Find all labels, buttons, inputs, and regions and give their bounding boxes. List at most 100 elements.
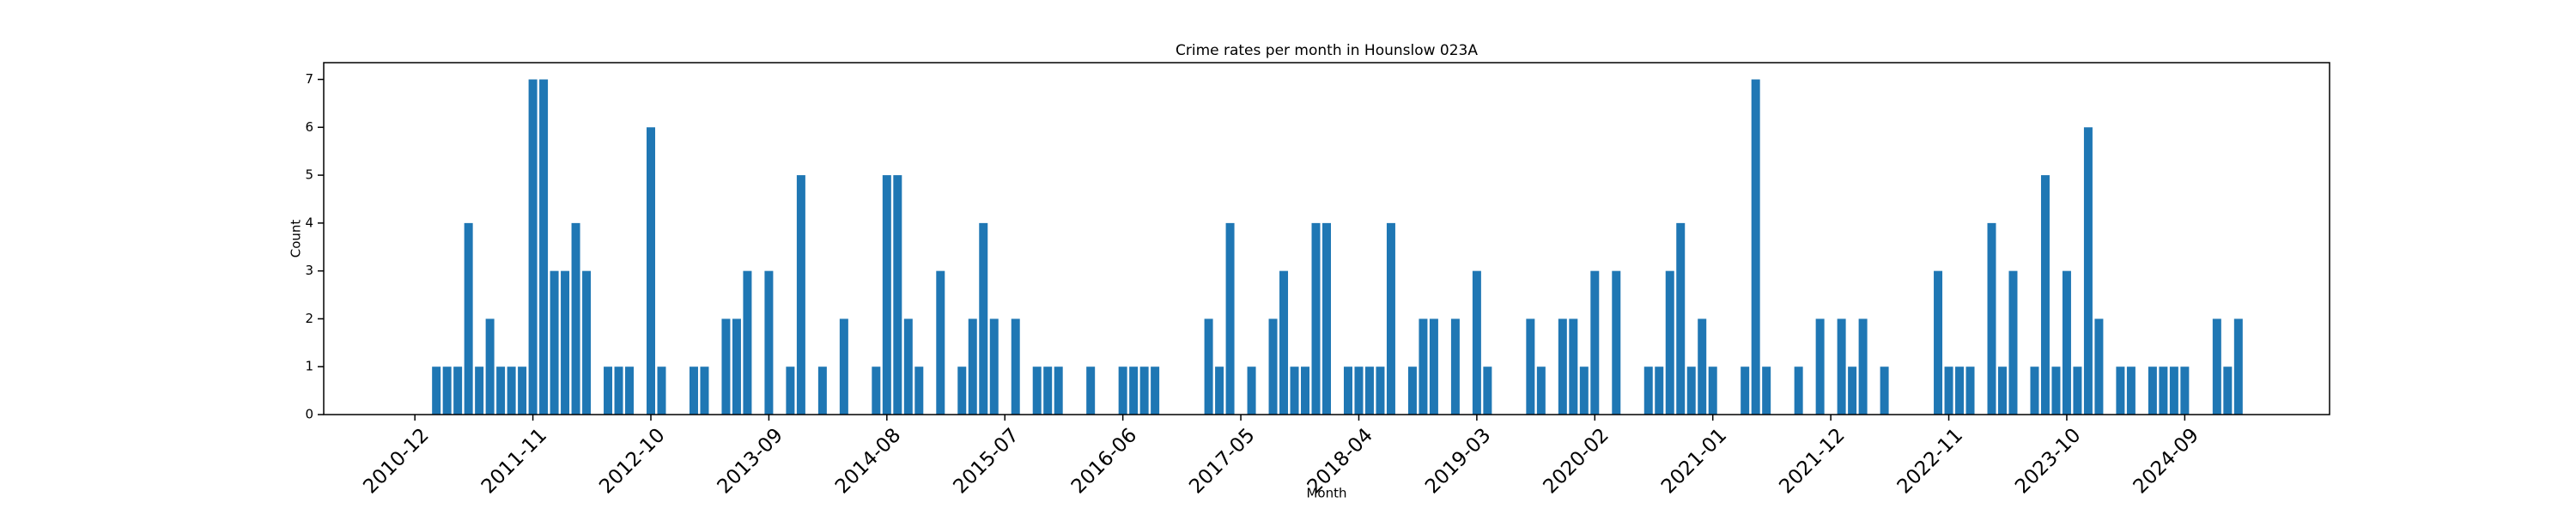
bar: [2148, 367, 2157, 415]
bar: [1376, 367, 1385, 415]
bar: [1301, 367, 1310, 415]
bar: [1536, 367, 1546, 415]
x-tick-label: 2011-11: [477, 424, 551, 498]
bar: [979, 222, 988, 415]
bar: [1643, 367, 1653, 415]
bar: [2233, 318, 2243, 415]
bar: [2062, 270, 2071, 415]
bar: [1558, 318, 1567, 415]
bar: [1086, 367, 1096, 415]
bar: [1934, 270, 1943, 415]
bar: [1386, 222, 1395, 415]
bar: [1011, 318, 1020, 415]
bar: [1708, 367, 1717, 415]
bar: [732, 318, 741, 415]
bar: [1997, 367, 2007, 415]
y-axis-label: Count: [289, 220, 304, 258]
bar: [539, 79, 549, 415]
bar: [989, 318, 999, 415]
bar: [1848, 367, 1857, 415]
bar: [1247, 367, 1256, 415]
bar: [786, 367, 795, 415]
x-tick-label: 2021-12: [1775, 424, 1849, 498]
bar: [496, 367, 506, 415]
bar: [2083, 127, 2093, 415]
bar: [625, 367, 635, 415]
bar: [1450, 318, 1460, 415]
x-tick-label: 2024-09: [2129, 424, 2203, 498]
bar: [839, 318, 848, 415]
y-tick-label: 2: [305, 311, 313, 326]
bar: [872, 367, 881, 415]
x-tick-label: 2019-03: [1421, 424, 1495, 498]
bar: [1751, 79, 1760, 415]
x-tick-label: 2010-12: [359, 424, 433, 498]
bar: [1965, 367, 1975, 415]
x-tick-label: 2015-07: [949, 424, 1023, 498]
x-tick-label: 2012-10: [595, 424, 669, 498]
bar: [1290, 367, 1299, 415]
bar: [2073, 367, 2082, 415]
bar: [1139, 367, 1149, 415]
bar: [1698, 318, 1707, 415]
bar: [796, 175, 805, 415]
bar: [647, 127, 656, 415]
bar: [2212, 318, 2221, 415]
bar: [485, 318, 495, 415]
bar: [1354, 367, 1364, 415]
y-tick-label: 0: [305, 407, 313, 422]
bar: [764, 270, 774, 415]
bar: [2223, 367, 2233, 415]
bar: [882, 175, 891, 415]
x-tick-label: 2022-11: [1893, 424, 1967, 498]
bar: [2126, 367, 2136, 415]
bar: [1268, 318, 1278, 415]
y-tick-label: 7: [305, 71, 313, 87]
bar: [1032, 367, 1042, 415]
bar: [721, 318, 731, 415]
bar: [936, 270, 945, 415]
bar: [1762, 367, 1771, 415]
bar: [893, 175, 902, 415]
bar: [2180, 367, 2190, 415]
bar: [657, 367, 666, 415]
bar: [689, 367, 698, 415]
bar: [1880, 367, 1889, 415]
bar: [903, 318, 913, 415]
bar: [1815, 318, 1825, 415]
bar: [1676, 222, 1686, 415]
bar: [432, 367, 441, 415]
bar: [1043, 367, 1053, 415]
bar: [2094, 318, 2104, 415]
x-tick-label: 2020-02: [1540, 424, 1613, 498]
bar: [1665, 270, 1674, 415]
bar: [817, 367, 827, 415]
x-tick-label: 2023-10: [2011, 424, 2085, 498]
x-tick-label: 2013-09: [714, 424, 787, 498]
bar: [1429, 318, 1438, 415]
bar: [1364, 367, 1374, 415]
bar: [1322, 222, 1331, 415]
bar: [1225, 222, 1235, 415]
bar: [1858, 318, 1868, 415]
bar: [1612, 270, 1621, 415]
bar: [743, 270, 752, 415]
bar: [1129, 367, 1139, 415]
bar: [1741, 367, 1750, 415]
bar: [464, 222, 473, 415]
y-tick-label: 5: [305, 167, 313, 183]
bar: [2159, 367, 2168, 415]
bar: [453, 367, 463, 415]
x-tick-label: 2017-05: [1185, 424, 1259, 498]
bar: [2051, 367, 2061, 415]
y-tick-label: 3: [305, 263, 313, 278]
bar: [1151, 367, 1160, 415]
bar: [475, 367, 484, 415]
bar: [1054, 367, 1063, 415]
y-tick-label: 4: [305, 215, 313, 230]
bar: [700, 367, 709, 415]
bar: [1944, 367, 1953, 415]
x-tick-label: 2021-01: [1657, 424, 1731, 498]
bar: [1483, 367, 1492, 415]
